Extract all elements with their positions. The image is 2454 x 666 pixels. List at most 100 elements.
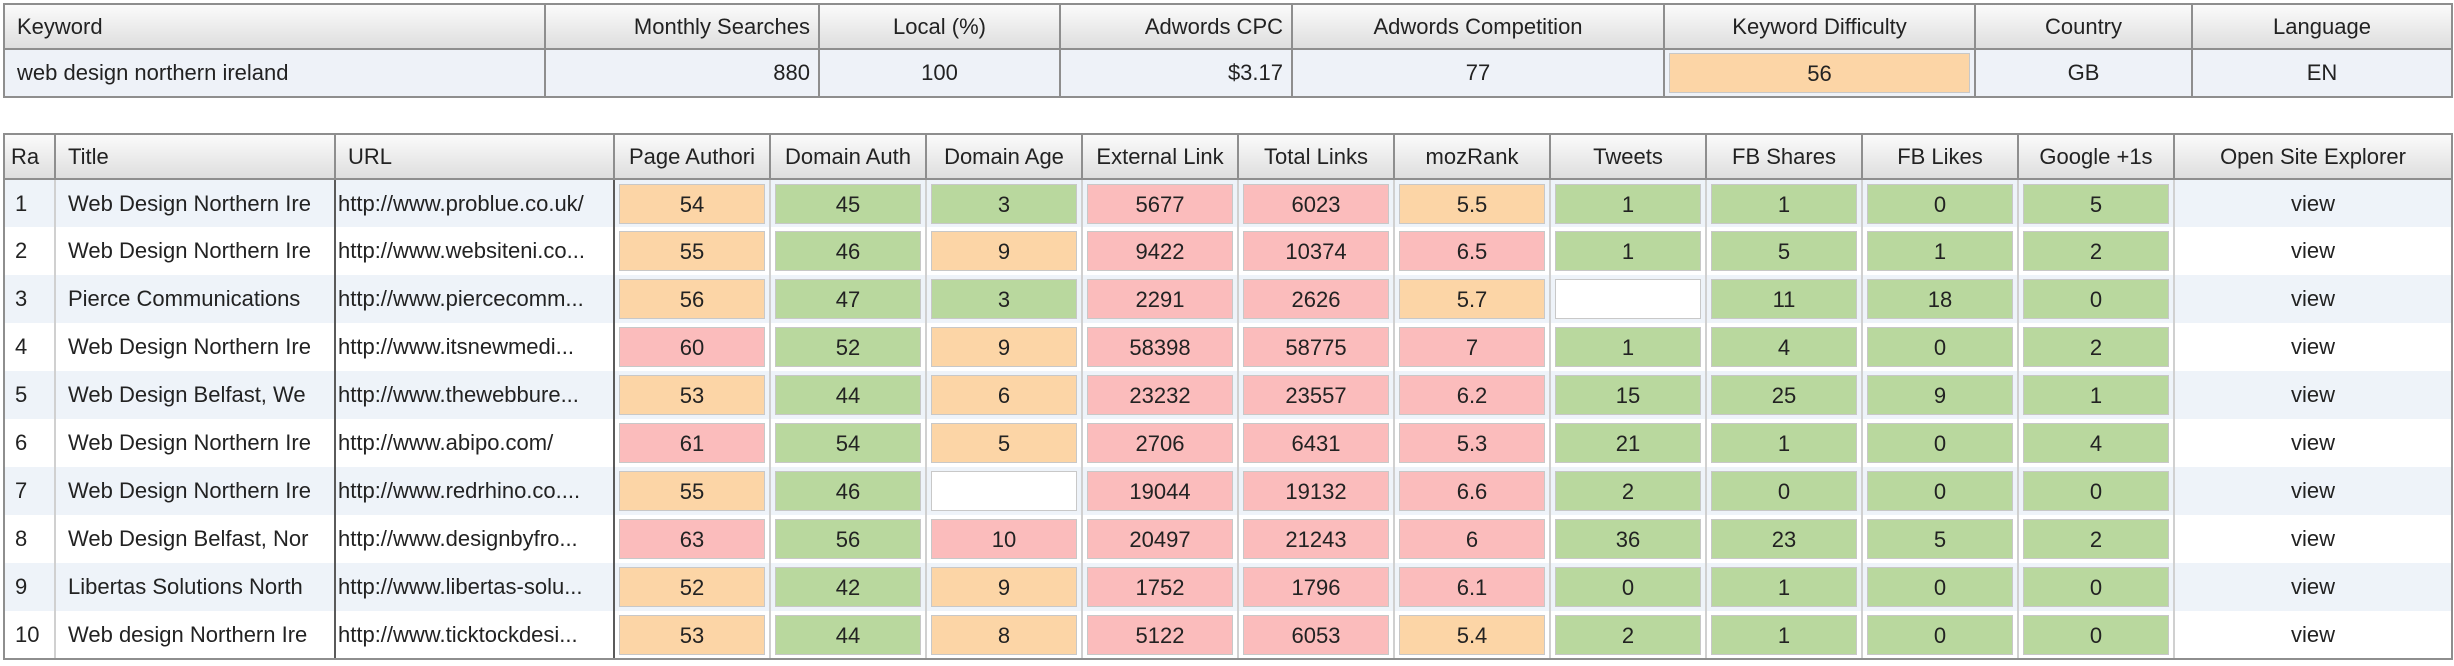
tweets-cell [1550,275,1707,323]
tweets-cell: 2 [1550,467,1707,515]
page-authority-value: 53 [619,375,765,415]
domain-authority-cell: 47 [770,275,927,323]
view-link[interactable]: view [2174,419,2453,467]
view-link[interactable]: view [2174,227,2453,275]
header-domain-age[interactable]: Domain Age [925,133,1083,180]
header-country[interactable]: Country [1974,3,2193,50]
mozrank-cell: 6.1 [1394,563,1551,611]
url-link[interactable]: http://www.ticktockdesi... [335,611,615,660]
fb-shares-cell: 1 [1706,611,1863,660]
header-language[interactable]: Language [2191,3,2453,50]
header-total-links[interactable]: Total Links [1237,133,1395,180]
domain-age-cell: 10 [926,515,1083,563]
header-keyword[interactable]: Keyword [3,3,546,50]
fb-likes-cell: 9 [1862,371,2019,419]
tweets-value: 15 [1555,375,1701,415]
google-plus-value: 0 [2023,567,2169,607]
header-monthly-searches[interactable]: Monthly Searches [544,3,820,50]
fb-likes-value: 0 [1867,614,2013,655]
fb-shares-value: 25 [1711,375,1857,415]
google-plus-value: 0 [2023,614,2169,655]
fb-shares-value: 5 [1711,231,1857,271]
url-link[interactable]: http://www.designbyfro... [335,515,615,563]
url-link[interactable]: http://www.thewebbure... [335,371,615,419]
tweets-cell: 1 [1550,179,1707,227]
keyword-difficulty-cell: 56 [1663,48,1976,98]
total-links-value: 6431 [1243,423,1389,463]
header-local[interactable]: Local (%) [818,3,1061,50]
url-link[interactable]: http://www.abipo.com/ [335,419,615,467]
keyword-summary-row[interactable]: web design northern ireland 880 100 $3.1… [3,48,2453,98]
header-mozrank[interactable]: mozRank [1393,133,1551,180]
header-keyword-difficulty[interactable]: Keyword Difficulty [1663,3,1976,50]
external-links-value: 1752 [1087,567,1233,607]
table-row[interactable]: 7 Web Design Northern Ire http://www.redrh… [3,467,2453,515]
view-link[interactable]: view [2174,371,2453,419]
header-domain-authority[interactable]: Domain Auth [769,133,927,180]
view-link[interactable]: view [2174,563,2453,611]
domain-authority-cell: 46 [770,227,927,275]
view-link[interactable]: view [2174,467,2453,515]
table-row[interactable]: 8 Web Design Belfast, Nor http://www.desig… [3,515,2453,563]
domain-authority-value: 44 [775,614,921,655]
domain-age-cell: 5 [926,419,1083,467]
table-row[interactable]: 1 Web Design Northern Ire http://www.probl… [3,179,2453,227]
external-links-value: 20497 [1087,519,1233,559]
mozrank-cell: 6.2 [1394,371,1551,419]
table-row[interactable]: 4 Web Design Northern Ire http://www.itsne… [3,323,2453,371]
results-header-row: Ra Title URL Page Authori Domain Auth Do… [3,133,2453,180]
mozrank-cell: 5.5 [1394,179,1551,227]
table-row[interactable]: 3 Pierce Communications http://www.piercec… [3,275,2453,323]
domain-age-cell: 9 [926,227,1083,275]
table-row[interactable]: 5 Web Design Belfast, We http://www.theweb… [3,371,2453,419]
domain-age-cell: 9 [926,563,1083,611]
google-plus-value: 4 [2023,423,2169,463]
header-adwords-competition[interactable]: Adwords Competition [1291,3,1665,50]
mozrank-value: 6.6 [1399,471,1545,511]
url-link[interactable]: http://www.redrhino.co.... [335,467,615,515]
fb-likes-cell: 0 [1862,611,2019,660]
domain-age-value: 8 [931,614,1077,655]
view-link[interactable]: view [2174,275,2453,323]
table-row[interactable]: 9 Libertas Solutions North http://www.libe… [3,563,2453,611]
external-links-cell: 58398 [1082,323,1239,371]
header-external-links[interactable]: External Link [1081,133,1239,180]
adwords-cpc-value: $3.17 [1059,48,1293,98]
keyword-summary-table: Keyword Monthly Searches Local (%) Adwor… [3,3,2453,98]
url-link[interactable]: http://www.itsnewmedi... [335,323,615,371]
table-row[interactable]: 10 Web design Northern Ire http://www.tick… [3,611,2453,660]
page-authority-value: 63 [619,519,765,559]
domain-authority-cell: 46 [770,467,927,515]
domain-authority-cell: 54 [770,419,927,467]
url-link[interactable]: http://www.piercecomm... [335,275,615,323]
table-row[interactable]: 6 Web Design Northern Ire http://www.abipo… [3,419,2453,467]
total-links-cell: 21243 [1238,515,1395,563]
tweets-value: 1 [1555,183,1701,224]
header-fb-likes[interactable]: FB Likes [1861,133,2019,180]
fb-likes-cell: 5 [1862,515,2019,563]
table-row[interactable]: 2 Web Design Northern Ire http://www.websi… [3,227,2453,275]
url-link[interactable]: http://www.problue.co.uk/ [335,179,615,227]
header-adwords-cpc[interactable]: Adwords CPC [1059,3,1293,50]
url-link[interactable]: http://www.libertas-solu... [335,563,615,611]
header-rank[interactable]: Ra [3,133,56,180]
view-link[interactable]: view [2174,611,2453,660]
header-page-authority[interactable]: Page Authori [613,133,771,180]
domain-authority-cell: 44 [770,371,927,419]
fb-likes-cell: 18 [1862,275,2019,323]
url-link[interactable]: http://www.websiteni.co... [335,227,615,275]
rank-cell: 10 [3,611,56,660]
fb-shares-value: 1 [1711,614,1857,655]
header-open-site-explorer[interactable]: Open Site Explorer [2173,133,2453,180]
header-title[interactable]: Title [54,133,336,180]
header-tweets[interactable]: Tweets [1549,133,1707,180]
view-link[interactable]: view [2174,323,2453,371]
header-fb-shares[interactable]: FB Shares [1705,133,1863,180]
header-url[interactable]: URL [334,133,615,180]
rank-cell: 1 [3,179,56,227]
view-link[interactable]: view [2174,515,2453,563]
page-authority-cell: 54 [614,179,771,227]
view-link[interactable]: view [2174,179,2453,227]
header-google-plus[interactable]: Google +1s [2017,133,2175,180]
mozrank-value: 6.1 [1399,567,1545,607]
